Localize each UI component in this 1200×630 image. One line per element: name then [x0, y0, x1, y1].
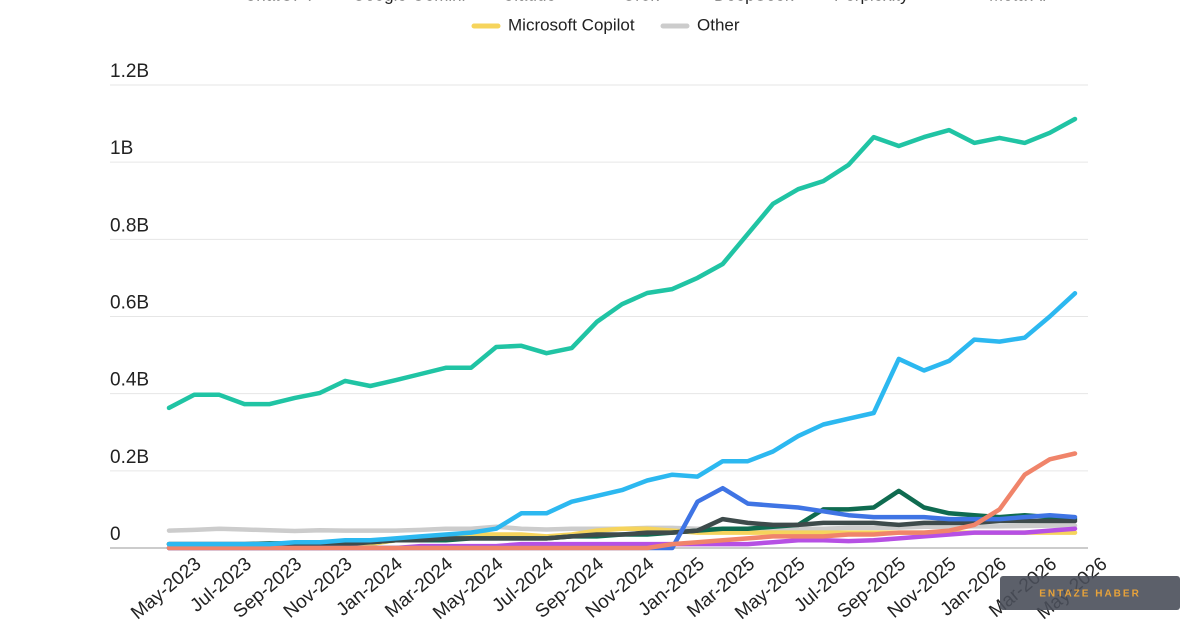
- y-tick-label: 0: [110, 524, 121, 545]
- legend-label: DeepSeek: [714, 0, 794, 4]
- y-tick-label: 0.6B: [110, 293, 149, 314]
- series-line: [166, 451, 1078, 551]
- legend-label: Microsoft Copilot: [508, 15, 635, 34]
- y-tick-label: 1B: [110, 138, 133, 159]
- legend-label: Other: [697, 15, 740, 34]
- legend-label: Google Gemini: [352, 0, 465, 4]
- series-line: [166, 291, 1078, 547]
- watermark: ENTAZE HABER: [1039, 589, 1141, 600]
- y-tick-label: 0.4B: [110, 370, 149, 391]
- y-tick-label: 0.2B: [110, 447, 149, 468]
- legend-label: ChatGPT: [244, 0, 315, 4]
- series-line: [166, 485, 1078, 551]
- y-tick-label: 0.8B: [110, 215, 149, 236]
- series-line: [166, 116, 1078, 411]
- legend-label: Perplexity: [834, 0, 909, 4]
- legend-label: Meta AI: [989, 0, 1047, 4]
- y-tick-label: 1.2B: [110, 61, 149, 82]
- legend-label: Claude: [502, 0, 556, 4]
- x-tick-label: May-2023: [127, 554, 205, 624]
- legend-label: Grok: [622, 0, 659, 4]
- watermark-box: [1000, 576, 1180, 610]
